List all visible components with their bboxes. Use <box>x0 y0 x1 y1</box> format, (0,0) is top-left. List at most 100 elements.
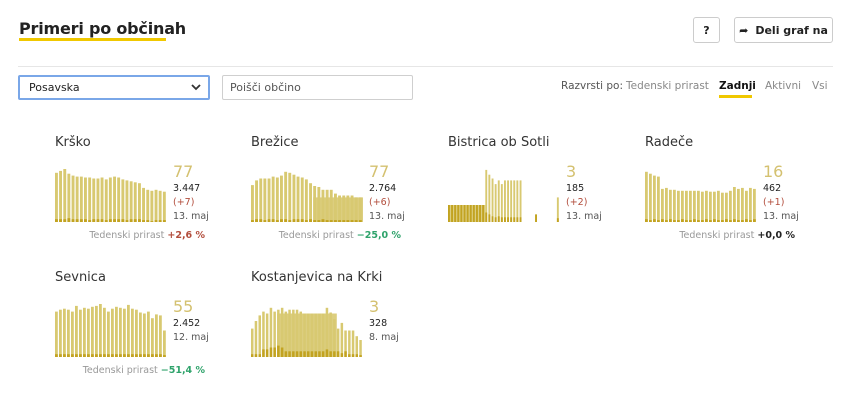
chart-bar-new <box>317 220 321 222</box>
chart-bar-new <box>661 219 664 222</box>
chart-bar-new <box>75 354 78 357</box>
chart-bar-new <box>87 354 90 357</box>
chart-bar-new <box>469 205 472 222</box>
chart-bar <box>329 312 332 357</box>
chart-bar-new <box>269 347 273 357</box>
municipality-name: Bistrica ob Sotli <box>448 135 550 150</box>
chart-bar-new <box>325 349 329 357</box>
chart-bar <box>151 318 154 357</box>
chart-bar <box>321 189 325 222</box>
chart-bar-new <box>454 205 457 222</box>
chart-bar-new <box>336 351 340 357</box>
chart-bar-new <box>705 219 708 222</box>
weekly-growth-value: +0,0 % <box>757 230 795 241</box>
chart-bar <box>129 181 133 222</box>
region-select[interactable]: Posavska <box>18 75 210 100</box>
chart-bar <box>355 336 358 357</box>
chart-bar-new <box>535 214 537 222</box>
help-button[interactable]: ? <box>693 17 720 43</box>
weekly-growth: Tedenski prirast +2,6 % <box>89 230 205 241</box>
title-underline <box>19 38 166 41</box>
sort-option-weekly[interactable]: Tedenski prirast <box>626 80 709 92</box>
chart-bar <box>295 309 299 357</box>
chart-bar <box>556 197 559 222</box>
weekly-growth: Tedenski prirast +0,0 % <box>679 230 795 241</box>
chart-bar-new <box>129 219 133 222</box>
municipality-chart <box>448 169 559 222</box>
chart-bar-new <box>476 205 478 222</box>
search-input[interactable] <box>222 75 413 100</box>
chart-bar <box>317 187 321 222</box>
chart-bar-new <box>67 354 70 357</box>
chart-bar-new <box>321 219 325 222</box>
sort-option-all[interactable]: Vsi <box>812 80 828 92</box>
chart-bar-new <box>749 220 752 222</box>
chart-bar <box>504 180 506 222</box>
chart-bar <box>143 313 146 357</box>
chart-bar <box>55 311 58 357</box>
chart-bar <box>307 313 310 357</box>
chart-bar-new <box>100 219 104 222</box>
chart-bar <box>158 190 162 222</box>
chart-bar <box>645 171 648 222</box>
chart-bar-new <box>119 354 122 357</box>
chart-bar <box>127 304 130 357</box>
chart-bar-new <box>91 354 94 357</box>
chart-bar-new <box>472 205 475 222</box>
chart-bar-new <box>346 220 350 222</box>
chart-bar <box>657 176 660 222</box>
chart-bar <box>71 175 75 222</box>
chart-bar <box>162 191 166 222</box>
chart-bar-new <box>275 220 279 222</box>
chart-bar <box>681 190 684 222</box>
chart-bar <box>342 195 346 222</box>
municipality-chart <box>55 169 166 222</box>
chart-bar-new <box>299 351 302 357</box>
chart-bar <box>75 176 79 222</box>
total-count: 185 <box>566 183 585 194</box>
chart-bar-new <box>725 219 728 222</box>
chart-bar <box>131 308 134 357</box>
chart-bar <box>725 192 728 222</box>
chart-bar-new <box>280 347 284 357</box>
chart-bar <box>88 177 92 222</box>
chart-bar <box>108 177 112 222</box>
chart-bar-new <box>329 351 332 357</box>
chart-bar-new <box>108 219 112 222</box>
chart-bar <box>258 315 261 357</box>
chart-bar-new <box>95 354 98 357</box>
share-button[interactable]: ➦ Deli graf na <box>734 17 833 43</box>
chart-bar <box>117 177 121 222</box>
chart-bar <box>721 192 724 222</box>
chart-bar-new <box>321 351 325 357</box>
chart-bar-new <box>463 205 466 222</box>
chart-bar-new <box>713 219 716 222</box>
chart-bar <box>510 180 513 222</box>
chart-bar <box>749 187 752 222</box>
chart-bar <box>340 322 344 357</box>
chart-bar-new <box>147 354 150 357</box>
chart-bar-new <box>139 354 142 357</box>
total-count: 2.452 <box>173 318 201 329</box>
chart-bar <box>284 171 288 222</box>
sort-option-latest[interactable]: Zadnji <box>719 80 756 92</box>
chart-bar-new <box>251 220 254 222</box>
chart-bar-new <box>689 220 692 222</box>
chart-bar <box>113 176 116 222</box>
sort-option-active[interactable]: Aktivni <box>765 80 802 92</box>
chart-bar <box>79 309 82 357</box>
chart-bar <box>485 169 488 222</box>
chart-bar-new <box>304 220 308 222</box>
active-count: 16 <box>763 162 784 181</box>
weekly-growth-label: Tedenski prirast <box>278 230 354 241</box>
chart-bar-new <box>497 216 500 222</box>
chart-bar-new <box>354 220 358 222</box>
chart-bar-new <box>681 219 684 222</box>
chart-bar <box>254 321 258 357</box>
chart-bar-new <box>653 219 656 222</box>
chart-bar-new <box>259 219 263 222</box>
weekly-growth-value: +2,6 % <box>167 230 205 241</box>
weekly-growth-value: −51,4 % <box>160 365 205 376</box>
chart-bar-new <box>709 220 712 222</box>
chart-bar-new <box>273 347 276 357</box>
